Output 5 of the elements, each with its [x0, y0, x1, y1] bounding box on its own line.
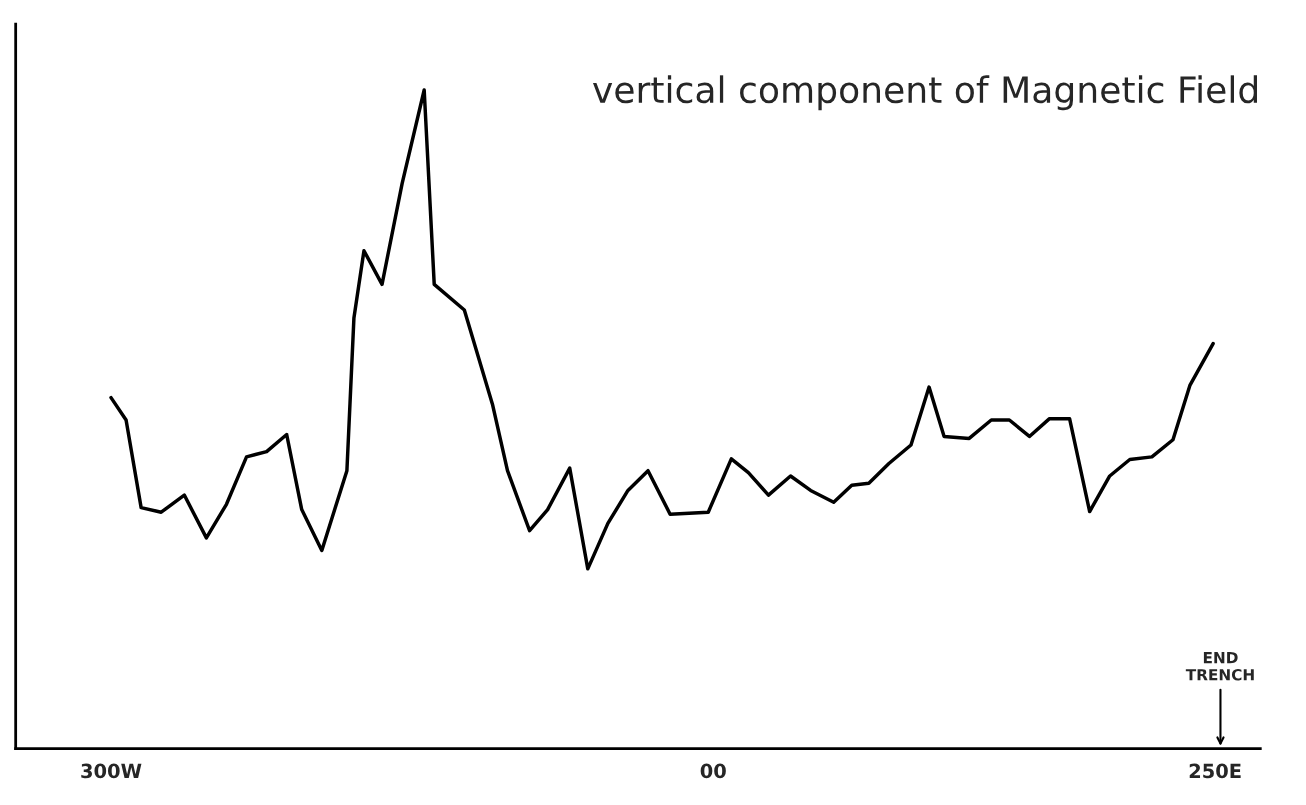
x-tick-label: 00: [700, 763, 726, 779]
x-tick-label: 300W: [81, 763, 142, 779]
x-tick-label: 250E: [1189, 763, 1241, 779]
chart-title: vertical component of Magnetic Field: [593, 75, 1257, 111]
annotation: END TRENCH: [1185, 652, 1254, 681]
